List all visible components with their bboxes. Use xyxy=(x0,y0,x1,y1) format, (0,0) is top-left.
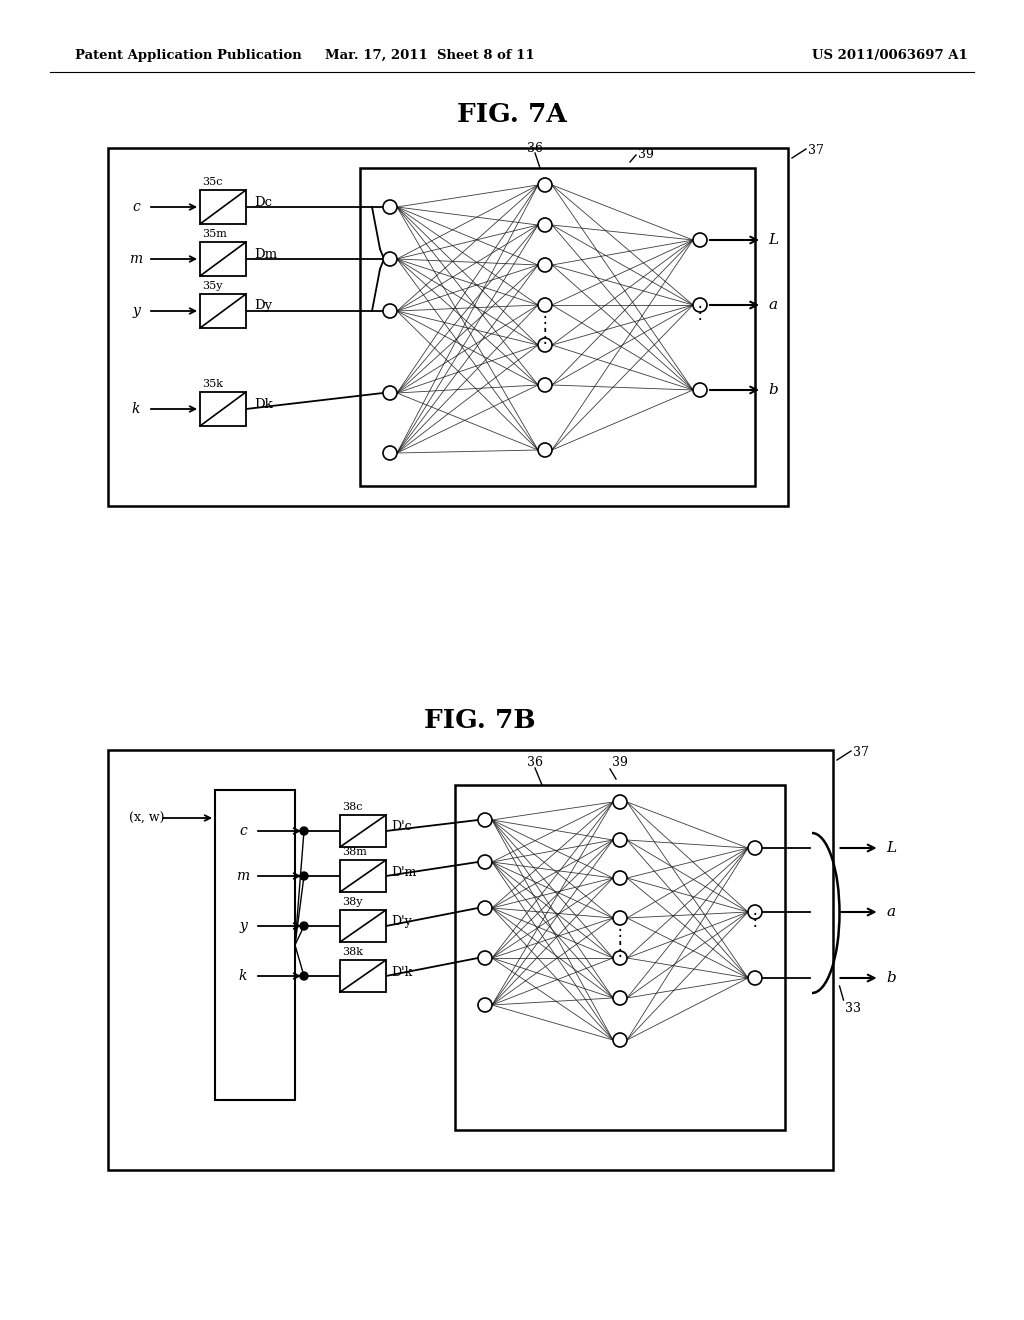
Circle shape xyxy=(613,991,627,1005)
Bar xyxy=(340,909,386,942)
Text: y: y xyxy=(132,304,140,318)
Text: a: a xyxy=(768,298,777,312)
Text: 35c: 35c xyxy=(202,177,222,187)
Text: 37: 37 xyxy=(853,747,869,759)
Circle shape xyxy=(478,998,492,1012)
Text: ⋮: ⋮ xyxy=(537,314,553,333)
Text: 33: 33 xyxy=(845,1002,860,1015)
Text: 38y: 38y xyxy=(342,898,362,907)
Bar xyxy=(455,785,785,1130)
Text: 38k: 38k xyxy=(342,946,362,957)
Text: D'c: D'c xyxy=(391,821,412,833)
Bar xyxy=(340,814,386,847)
Bar xyxy=(108,148,788,506)
Text: 36: 36 xyxy=(527,141,543,154)
Text: c: c xyxy=(132,201,140,214)
Circle shape xyxy=(693,234,707,247)
Circle shape xyxy=(613,950,627,965)
Bar xyxy=(200,242,246,276)
Text: m: m xyxy=(129,252,142,267)
Text: ⋮: ⋮ xyxy=(611,941,629,960)
Text: ⋮: ⋮ xyxy=(691,304,709,322)
Text: D'y: D'y xyxy=(391,916,412,928)
Text: 36: 36 xyxy=(527,755,543,768)
Text: 35k: 35k xyxy=(202,379,223,389)
Circle shape xyxy=(613,833,627,847)
Circle shape xyxy=(538,444,552,457)
Circle shape xyxy=(478,813,492,828)
Circle shape xyxy=(383,304,397,318)
Circle shape xyxy=(383,201,397,214)
Circle shape xyxy=(538,257,552,272)
Text: Mar. 17, 2011  Sheet 8 of 11: Mar. 17, 2011 Sheet 8 of 11 xyxy=(326,49,535,62)
Text: ⋮: ⋮ xyxy=(611,927,629,945)
Text: D'm: D'm xyxy=(391,866,417,879)
Text: Dk: Dk xyxy=(254,397,272,411)
Circle shape xyxy=(748,906,762,919)
Circle shape xyxy=(383,252,397,267)
Circle shape xyxy=(613,911,627,925)
Text: 37: 37 xyxy=(808,144,824,157)
Text: ⋮: ⋮ xyxy=(746,911,763,929)
Text: k: k xyxy=(132,403,140,416)
Text: D'k: D'k xyxy=(391,965,413,978)
Circle shape xyxy=(538,338,552,352)
Circle shape xyxy=(383,385,397,400)
Bar xyxy=(215,789,295,1100)
Text: b: b xyxy=(887,972,896,985)
Text: FIG. 7B: FIG. 7B xyxy=(424,708,536,733)
Text: b: b xyxy=(768,383,778,397)
Bar xyxy=(360,168,755,486)
Circle shape xyxy=(383,446,397,459)
Circle shape xyxy=(538,298,552,312)
Bar xyxy=(340,861,386,892)
Circle shape xyxy=(300,921,308,931)
Circle shape xyxy=(613,795,627,809)
Text: Patent Application Publication: Patent Application Publication xyxy=(75,49,302,62)
Bar xyxy=(200,190,246,224)
Text: Dm: Dm xyxy=(254,248,278,260)
Text: ⋮: ⋮ xyxy=(537,327,553,346)
Text: L: L xyxy=(887,841,897,855)
Text: 39: 39 xyxy=(638,149,654,161)
Circle shape xyxy=(693,383,707,397)
Text: k: k xyxy=(239,969,247,983)
Bar xyxy=(200,392,246,426)
Text: 39: 39 xyxy=(612,756,628,770)
Circle shape xyxy=(478,902,492,915)
Text: m: m xyxy=(237,869,250,883)
Text: Dc: Dc xyxy=(254,195,272,209)
Bar xyxy=(340,960,386,993)
Circle shape xyxy=(300,828,308,836)
Text: c: c xyxy=(240,824,247,838)
Text: y: y xyxy=(239,919,247,933)
Text: (x, w): (x, w) xyxy=(129,812,165,825)
Text: 38c: 38c xyxy=(342,803,362,812)
Text: 38m: 38m xyxy=(342,847,367,857)
Text: a: a xyxy=(887,906,896,919)
Circle shape xyxy=(748,841,762,855)
Text: L: L xyxy=(768,234,778,247)
Circle shape xyxy=(613,1034,627,1047)
Text: 35m: 35m xyxy=(202,228,227,239)
Circle shape xyxy=(300,972,308,979)
Circle shape xyxy=(478,950,492,965)
Circle shape xyxy=(613,871,627,884)
Text: FIG. 7A: FIG. 7A xyxy=(457,103,567,128)
Bar xyxy=(108,750,833,1170)
Circle shape xyxy=(478,855,492,869)
Circle shape xyxy=(538,218,552,232)
Circle shape xyxy=(538,378,552,392)
Text: Dy: Dy xyxy=(254,300,272,313)
Text: 35y: 35y xyxy=(202,281,222,290)
Circle shape xyxy=(748,972,762,985)
Circle shape xyxy=(693,298,707,312)
Bar xyxy=(200,294,246,327)
Circle shape xyxy=(538,178,552,191)
Circle shape xyxy=(300,873,308,880)
Text: US 2011/0063697 A1: US 2011/0063697 A1 xyxy=(812,49,968,62)
